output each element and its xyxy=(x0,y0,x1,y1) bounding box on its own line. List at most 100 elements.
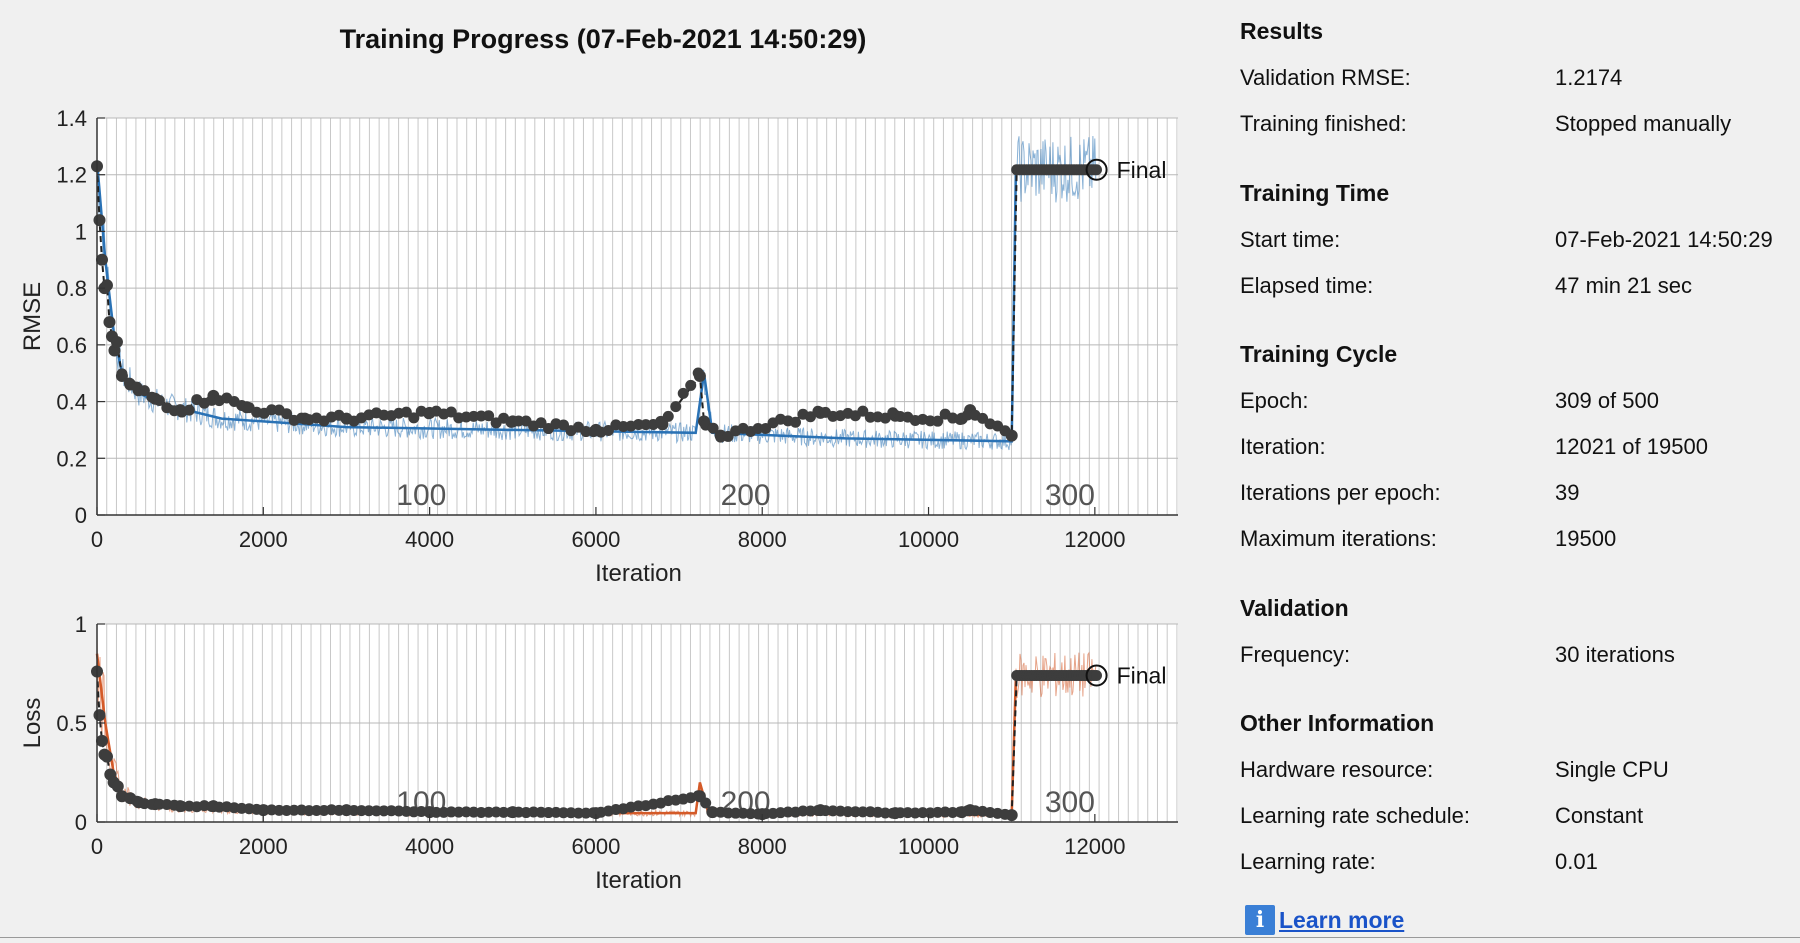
y-axis-label: Loss xyxy=(19,698,46,749)
validation-point xyxy=(100,279,113,292)
validation-point xyxy=(535,417,547,429)
validation-rmse-value: 1.2174 xyxy=(1555,65,1623,90)
validation-point xyxy=(100,750,113,763)
epoch-label: Epoch: xyxy=(1240,388,1309,413)
validation-point xyxy=(670,401,682,413)
validation-rmse-label: Validation RMSE: xyxy=(1240,65,1411,90)
validation-point xyxy=(93,709,106,722)
epoch-label: 300 xyxy=(1045,479,1095,512)
validation-point xyxy=(1091,669,1103,681)
grid-vertical-rmse xyxy=(96,118,1178,515)
iteration-label: Iteration: xyxy=(1240,434,1326,459)
learning-rate-label: Learning rate: xyxy=(1240,849,1376,874)
info-panel: Results Validation RMSE: 1.2174 Training… xyxy=(1240,0,1800,938)
validation-point xyxy=(700,797,712,809)
x-tick-label: 8000 xyxy=(738,527,787,552)
hardware-resource-value: Single CPU xyxy=(1555,757,1669,782)
validation-point xyxy=(677,387,689,399)
y-tick-label: 0.4 xyxy=(56,390,87,415)
y-tick-label: 0.2 xyxy=(56,446,87,471)
x-tick-label: 4000 xyxy=(405,527,454,552)
validation-point xyxy=(116,368,128,380)
final-marker-rmse xyxy=(1085,158,1108,181)
training-finished-label: Training finished: xyxy=(1240,111,1407,136)
validation-point xyxy=(103,316,116,329)
x-tick-label: 4000 xyxy=(405,834,454,859)
validation-markers-rmse xyxy=(91,160,1103,443)
start-time-value: 07-Feb-2021 14:50:29 xyxy=(1555,227,1773,252)
learning-rate-value: 0.01 xyxy=(1555,849,1598,874)
y-tick-label: 0.8 xyxy=(56,276,87,301)
training-progress-charts: Training Progress (07-Feb-2021 14:50:29)… xyxy=(19,24,1178,894)
elapsed-time-value: 47 min 21 sec xyxy=(1555,273,1692,298)
x-tick-label: 12000 xyxy=(1064,834,1125,859)
final-label: Final xyxy=(1117,157,1167,183)
validation-point xyxy=(93,214,106,227)
epoch-value: 309 of 500 xyxy=(1555,388,1659,413)
validation-point xyxy=(138,385,150,397)
validation-point xyxy=(111,780,124,793)
y-tick-label: 0.6 xyxy=(56,333,87,358)
validation-point xyxy=(662,410,674,422)
validation-point xyxy=(408,412,420,424)
x-tick-label: 0 xyxy=(91,834,103,859)
plots-area: Training Progress (07-Feb-2021 14:50:29)… xyxy=(19,24,1178,894)
learning-rate-schedule-label: Learning rate schedule: xyxy=(1240,803,1470,828)
x-tick-label: 6000 xyxy=(571,527,620,552)
page-title: Training Progress (07-Feb-2021 14:50:29) xyxy=(340,24,867,54)
x-tick-label: 0 xyxy=(91,527,103,552)
final-label: Final xyxy=(1117,662,1167,688)
frequency-label: Frequency: xyxy=(1240,642,1351,667)
frequency-value: 30 iterations xyxy=(1555,642,1675,667)
learning-rate-schedule-value: Constant xyxy=(1555,803,1644,828)
validation-point xyxy=(857,405,869,417)
validation-point xyxy=(183,404,195,416)
y-tick-label: 0 xyxy=(75,503,87,528)
y-tick-label: 0 xyxy=(75,810,87,835)
learn-more-link[interactable]: i Learn more xyxy=(1245,905,1404,935)
x-tick-label: 8000 xyxy=(738,834,787,859)
validation-point xyxy=(789,416,801,428)
x-tick-label: 2000 xyxy=(239,527,288,552)
elapsed-time-label: Elapsed time: xyxy=(1240,273,1374,298)
validation-point xyxy=(685,379,697,391)
y-tick-label: 1.2 xyxy=(56,163,87,188)
y-tick-label: 1 xyxy=(75,612,87,637)
validation-point xyxy=(95,253,108,266)
x-tick-label: 10000 xyxy=(898,834,959,859)
x-tick-label: 10000 xyxy=(898,527,959,552)
epoch-label: 300 xyxy=(1045,786,1095,819)
iterations-per-epoch-value: 39 xyxy=(1555,480,1580,505)
validation-point xyxy=(483,410,495,422)
maximum-iterations-value: 19500 xyxy=(1555,526,1617,551)
final-marker-loss xyxy=(1085,664,1108,687)
iterations-per-epoch-label: Iterations per epoch: xyxy=(1240,480,1441,505)
validation-point xyxy=(707,422,719,434)
validation-point xyxy=(153,395,165,407)
validation-point xyxy=(400,406,412,418)
validation-point xyxy=(281,408,293,420)
validation-point xyxy=(110,336,123,349)
epoch-label: 100 xyxy=(396,479,446,512)
y-tick-label: 1.4 xyxy=(56,106,87,131)
maximum-iterations-label: Maximum iterations: xyxy=(1240,526,1437,551)
hardware-resource-label: Hardware resource: xyxy=(1240,757,1434,782)
iteration-value: 12021 of 19500 xyxy=(1555,434,1708,459)
section-title-training-time: Training Time xyxy=(1240,180,1390,206)
validation-point xyxy=(95,734,108,747)
validation-point xyxy=(999,425,1011,437)
validation-point xyxy=(557,419,569,431)
learn-more-label[interactable]: Learn more xyxy=(1279,906,1405,933)
x-axis-label: Iteration xyxy=(595,560,682,587)
chart-rmse: 100 200 300 Final 0 2000 4000 6000 8000 10000 1200… xyxy=(19,106,1178,587)
section-title-other-information: Other Information xyxy=(1240,710,1435,736)
section-title-training-cycle: Training Cycle xyxy=(1240,341,1398,367)
training-finished-value: Stopped manually xyxy=(1555,111,1732,136)
validation-point xyxy=(692,790,704,802)
validation-point xyxy=(932,415,944,427)
y-tick-label: 1 xyxy=(75,219,87,244)
y-tick-label: 0.5 xyxy=(56,711,87,736)
info-icon[interactable]: i xyxy=(1245,905,1275,935)
section-title-validation: Validation xyxy=(1240,595,1349,621)
